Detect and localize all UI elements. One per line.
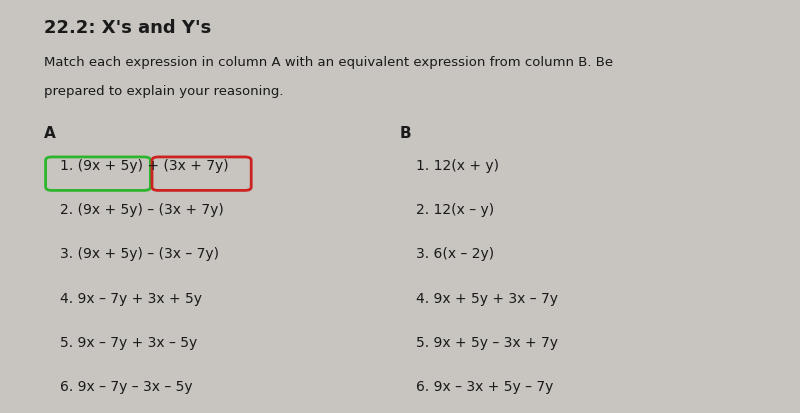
Text: 22.2: X's and Y's: 22.2: X's and Y's bbox=[44, 19, 211, 37]
Text: 3. (9x + 5y) – (3x – 7y): 3. (9x + 5y) – (3x – 7y) bbox=[60, 247, 219, 261]
Text: 6. 9x – 7y – 3x – 5y: 6. 9x – 7y – 3x – 5y bbox=[60, 380, 193, 394]
Text: 2. 12(x – y): 2. 12(x – y) bbox=[416, 203, 494, 217]
Text: 6. 9x – 3x + 5y – 7y: 6. 9x – 3x + 5y – 7y bbox=[416, 380, 554, 394]
Text: B: B bbox=[400, 126, 412, 141]
Text: 1. 12(x + y): 1. 12(x + y) bbox=[416, 159, 499, 173]
Text: 5. 9x – 7y + 3x – 5y: 5. 9x – 7y + 3x – 5y bbox=[60, 336, 198, 350]
Text: A: A bbox=[44, 126, 56, 141]
Text: 1. (9x + 5y) + (3x + 7y): 1. (9x + 5y) + (3x + 7y) bbox=[60, 159, 229, 173]
Text: prepared to explain your reasoning.: prepared to explain your reasoning. bbox=[44, 85, 283, 97]
Text: 4. 9x – 7y + 3x + 5y: 4. 9x – 7y + 3x + 5y bbox=[60, 292, 202, 306]
Text: 5. 9x + 5y – 3x + 7y: 5. 9x + 5y – 3x + 7y bbox=[416, 336, 558, 350]
Text: Match each expression in column A with an equivalent expression from column B. B: Match each expression in column A with a… bbox=[44, 56, 613, 69]
Text: 2. (9x + 5y) – (3x + 7y): 2. (9x + 5y) – (3x + 7y) bbox=[60, 203, 224, 217]
Text: 4. 9x + 5y + 3x – 7y: 4. 9x + 5y + 3x – 7y bbox=[416, 292, 558, 306]
Text: 3. 6(x – 2y): 3. 6(x – 2y) bbox=[416, 247, 494, 261]
